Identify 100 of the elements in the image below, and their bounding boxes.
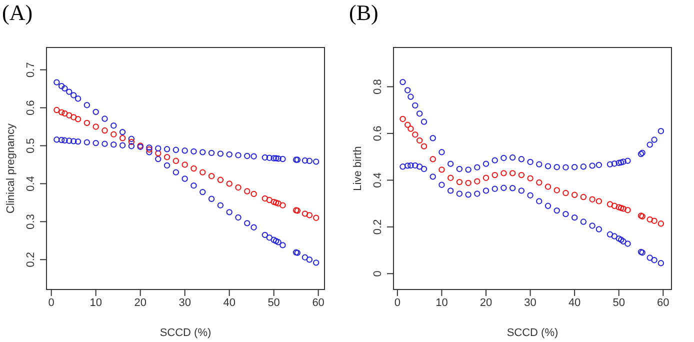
point	[200, 169, 206, 176]
point	[438, 166, 445, 173]
point	[606, 201, 614, 208]
point	[465, 166, 472, 173]
point	[456, 178, 463, 186]
point	[420, 166, 428, 172]
point	[313, 214, 320, 221]
point	[646, 142, 653, 148]
point	[266, 196, 272, 204]
point	[119, 142, 126, 148]
point	[620, 158, 626, 165]
chart-title: (B)	[349, 0, 378, 26]
y-tick-label: 0.6	[372, 126, 384, 142]
point	[226, 180, 232, 187]
point	[182, 176, 188, 182]
point	[509, 170, 516, 176]
point	[250, 190, 257, 198]
x-tick-label: 50	[612, 296, 625, 309]
point	[110, 122, 117, 129]
point	[306, 158, 313, 164]
point	[651, 256, 658, 264]
point	[536, 161, 542, 168]
point	[518, 172, 525, 178]
y-tick-label: 0.3	[25, 214, 37, 230]
point	[580, 194, 587, 200]
x-tick-label: 50	[268, 296, 280, 309]
point	[313, 158, 320, 165]
point	[270, 198, 277, 206]
point	[447, 188, 454, 194]
point	[102, 140, 108, 147]
point	[562, 190, 569, 196]
x-tick-label: 40	[223, 296, 236, 309]
point	[616, 160, 622, 166]
point	[596, 162, 602, 168]
point	[400, 116, 406, 122]
point	[544, 184, 552, 190]
point	[465, 180, 472, 186]
point	[474, 190, 480, 197]
y-tick-label: 0.2	[372, 219, 384, 235]
point	[172, 158, 180, 164]
point	[500, 184, 507, 191]
point	[412, 102, 418, 109]
point	[84, 120, 90, 126]
point	[404, 87, 411, 94]
point	[272, 200, 280, 206]
point	[128, 143, 135, 150]
point	[536, 198, 542, 204]
point	[54, 106, 60, 114]
point	[302, 157, 308, 164]
point	[280, 202, 286, 208]
y-tick-label: 0.4	[25, 176, 37, 192]
point	[272, 155, 280, 162]
point	[430, 156, 436, 162]
x-tick-label: 20	[480, 296, 492, 309]
point	[482, 160, 490, 167]
point	[226, 209, 232, 216]
point	[596, 226, 602, 232]
point	[92, 108, 99, 116]
point	[408, 94, 414, 100]
point	[164, 162, 170, 169]
point	[580, 164, 587, 170]
point	[571, 164, 578, 170]
point	[412, 132, 418, 138]
y-tick-label: 0.6	[25, 100, 37, 116]
y-tick-label: 0.4	[372, 172, 384, 188]
point	[313, 260, 320, 266]
point	[62, 137, 68, 144]
point	[235, 184, 242, 191]
point	[306, 212, 313, 218]
point	[420, 118, 428, 125]
point	[400, 164, 406, 170]
point	[611, 202, 618, 209]
x-tick-label: 60	[312, 296, 324, 309]
point	[70, 92, 77, 98]
point	[74, 96, 82, 102]
point	[74, 138, 82, 145]
point	[262, 232, 268, 238]
point	[408, 162, 414, 169]
point	[275, 156, 282, 162]
point	[492, 157, 498, 164]
x-axis-title: SCCD (%)	[506, 327, 558, 339]
point	[408, 126, 414, 132]
point	[182, 148, 188, 154]
point	[110, 141, 117, 148]
x-tick-label: 40	[568, 296, 581, 309]
point	[119, 135, 126, 142]
point	[456, 166, 463, 172]
point	[416, 164, 423, 170]
point	[589, 162, 596, 169]
point	[70, 138, 77, 144]
point	[509, 154, 516, 161]
point	[306, 256, 313, 263]
point	[272, 238, 280, 244]
point	[562, 164, 569, 170]
point	[275, 200, 282, 207]
point	[146, 149, 152, 156]
point	[611, 233, 618, 240]
point	[616, 204, 622, 210]
point	[54, 79, 60, 86]
point	[492, 172, 498, 178]
